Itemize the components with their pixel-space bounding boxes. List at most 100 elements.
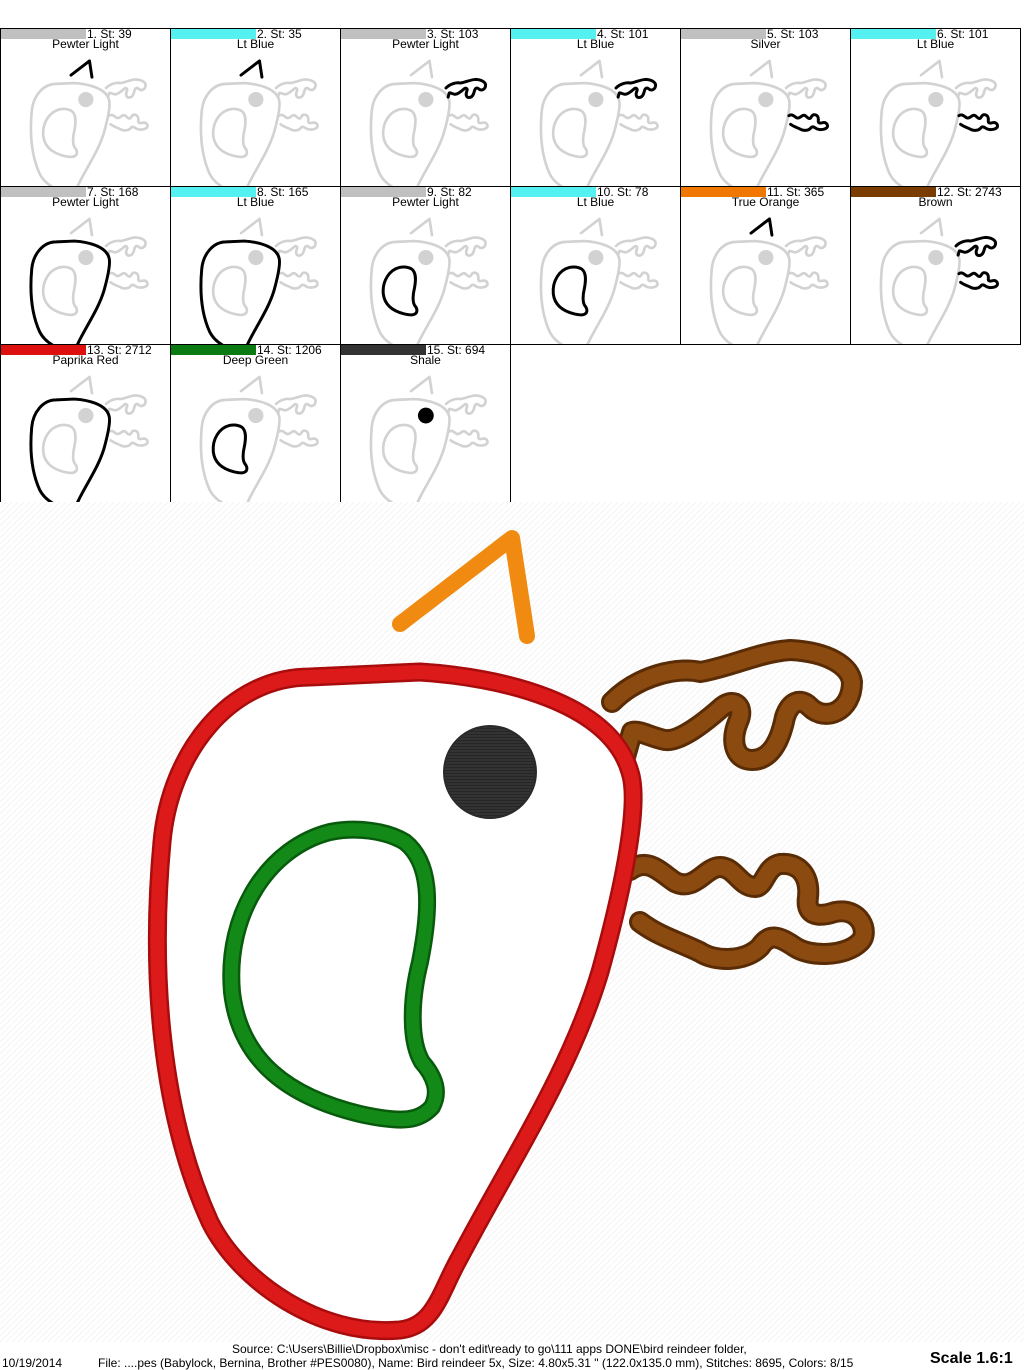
ghost-wing-outline bbox=[211, 265, 249, 317]
step-stitch-count: 4. St: 101 bbox=[597, 28, 649, 41]
thread-color-swatch bbox=[1, 29, 86, 39]
thread-color-swatch bbox=[681, 29, 766, 39]
color-step-cell: 7. St: 168 Pewter Light bbox=[0, 186, 171, 345]
ghost-body-outline bbox=[879, 81, 961, 186]
ghost-body-outline bbox=[709, 81, 791, 186]
ghost-body-outline bbox=[879, 239, 961, 344]
ghost-eye bbox=[588, 249, 604, 266]
ghost-eye bbox=[418, 249, 434, 266]
step-stitch-count: 14. St: 1206 bbox=[257, 344, 322, 357]
highlight-body-outline bbox=[29, 397, 111, 502]
ghost-antler-top bbox=[784, 236, 827, 257]
thread-color-name: Paprika Red bbox=[52, 353, 119, 367]
color-step-grid: 1. St: 39 Pewter Light 2. St: 35 Lt Blue 3. … bbox=[0, 28, 1021, 503]
ghost-eye bbox=[78, 249, 94, 266]
source-path: Source: C:\Users\Billie\Dropbox\misc - d… bbox=[232, 1342, 747, 1356]
highlight-wing-outline bbox=[381, 265, 419, 317]
thread-color-name: Lt Blue bbox=[576, 195, 615, 209]
ghost-wing-outline bbox=[891, 265, 929, 317]
ghost-eye bbox=[928, 249, 944, 266]
step-preview bbox=[369, 59, 489, 186]
step-preview bbox=[879, 59, 1000, 186]
thread-color-swatch bbox=[341, 345, 426, 355]
ghost-eye bbox=[78, 91, 94, 108]
ghost-antler-bottom bbox=[617, 113, 659, 132]
step-preview bbox=[29, 217, 149, 344]
color-step-cell: 10. St: 78 Lt Blue bbox=[510, 186, 681, 345]
ghost-beak bbox=[69, 217, 94, 237]
ghost-beak bbox=[919, 217, 944, 237]
ghost-wing-outline bbox=[41, 423, 79, 475]
ghost-antler-bottom bbox=[277, 113, 319, 132]
highlight-beak bbox=[749, 217, 774, 237]
thread-color-name: Pewter Light bbox=[392, 195, 459, 209]
thread-color-name: Deep Green bbox=[222, 353, 289, 367]
thread-color-swatch bbox=[1, 187, 86, 197]
ghost-eye bbox=[248, 91, 264, 108]
ghost-eye bbox=[418, 91, 434, 108]
ghost-eye bbox=[78, 407, 94, 424]
color-step-cell: 12. St: 2743 Brown bbox=[850, 186, 1021, 345]
ghost-body-outline bbox=[539, 239, 621, 344]
ghost-beak bbox=[749, 59, 774, 79]
ghost-antler-top bbox=[954, 78, 997, 99]
ghost-antler-top bbox=[104, 236, 147, 257]
ghost-beak bbox=[579, 59, 604, 79]
ghost-beak bbox=[919, 59, 944, 79]
antler-top-satin bbox=[604, 642, 860, 768]
body-satin bbox=[150, 665, 641, 1338]
highlight-antler-top bbox=[444, 77, 488, 100]
color-step-cell: 5. St: 103 Silver bbox=[680, 28, 851, 187]
step-preview bbox=[199, 217, 319, 344]
body-fill bbox=[157, 672, 634, 1331]
ghost-eye bbox=[758, 91, 774, 108]
step-stitch-count: 8. St: 165 bbox=[257, 186, 309, 199]
thread-color-name: Silver bbox=[750, 37, 781, 51]
ghost-antler-top bbox=[274, 394, 317, 415]
highlight-body-outline bbox=[29, 239, 111, 344]
thread-color-swatch bbox=[171, 345, 256, 355]
color-step-cell: 11. St: 365 True Orange bbox=[680, 186, 851, 345]
ghost-wing-outline bbox=[891, 107, 929, 159]
step-preview bbox=[199, 59, 319, 186]
thread-color-swatch bbox=[171, 187, 256, 197]
ghost-eye bbox=[758, 249, 774, 266]
step-stitch-count: 9. St: 82 bbox=[427, 186, 472, 199]
ghost-antler-top bbox=[784, 78, 827, 99]
step-stitch-count: 15. St: 694 bbox=[427, 344, 486, 357]
thread-color-name: Brown bbox=[918, 195, 953, 209]
highlight-antler-top bbox=[614, 77, 658, 100]
ghost-body-outline bbox=[369, 239, 451, 344]
print-date: 10/19/2014 bbox=[2, 1356, 63, 1370]
step-stitch-count: 11. St: 365 bbox=[767, 186, 825, 199]
ghost-antler-bottom bbox=[447, 429, 489, 448]
color-step-cell: 2. St: 35 Lt Blue bbox=[170, 28, 341, 187]
ghost-body-outline bbox=[369, 81, 451, 186]
step-stitch-count: 13. St: 2712 bbox=[87, 344, 152, 357]
ghost-beak bbox=[409, 375, 434, 395]
ghost-wing-outline bbox=[211, 107, 249, 159]
thread-color-swatch bbox=[511, 29, 596, 39]
thread-color-name: Lt Blue bbox=[576, 37, 615, 51]
ghost-antler-bottom bbox=[617, 271, 659, 290]
color-step-cell: 8. St: 165 Lt Blue bbox=[170, 186, 341, 345]
step-stitch-count: 6. St: 101 bbox=[937, 28, 989, 41]
ghost-eye bbox=[588, 91, 604, 108]
step-preview bbox=[539, 59, 659, 186]
color-step-cell: 1. St: 39 Pewter Light bbox=[0, 28, 171, 187]
ghost-beak bbox=[409, 59, 434, 79]
ghost-body-outline bbox=[539, 81, 621, 186]
ghost-antler-top bbox=[274, 236, 317, 257]
thread-color-name: Lt Blue bbox=[236, 37, 275, 51]
step-preview bbox=[539, 217, 659, 344]
step-preview bbox=[369, 217, 489, 344]
thread-color-swatch bbox=[341, 187, 426, 197]
design-preview bbox=[0, 502, 1024, 1342]
ghost-wing-outline bbox=[381, 107, 419, 159]
highlight-antler-top bbox=[954, 235, 998, 258]
thread-color-swatch bbox=[341, 29, 426, 39]
ghost-antler-bottom bbox=[787, 271, 829, 290]
ghost-antler-bottom bbox=[277, 429, 319, 448]
ghost-antler-top bbox=[104, 78, 147, 99]
antler-bottom-satin bbox=[622, 855, 872, 967]
